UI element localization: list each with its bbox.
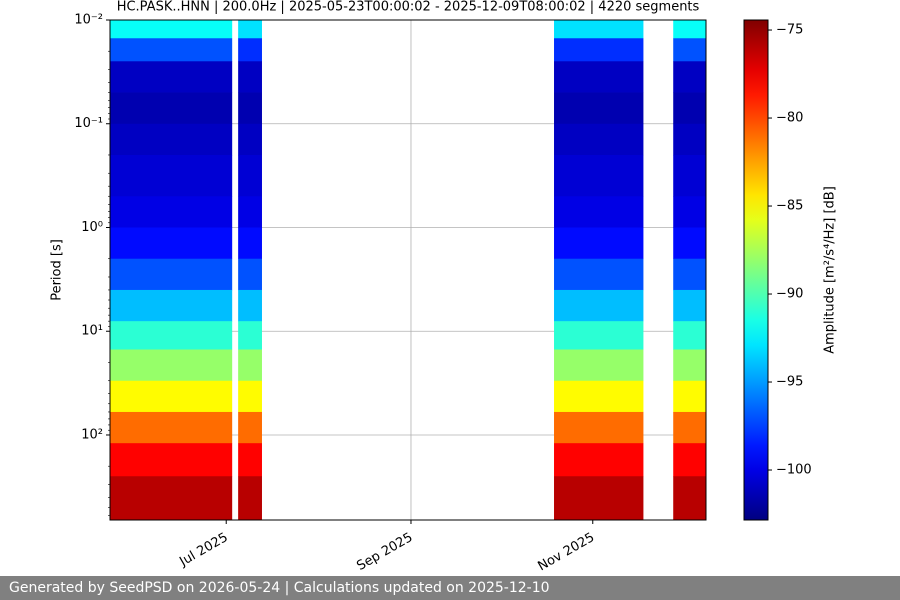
spectrogram-cell (554, 92, 644, 125)
spectrogram-cell (238, 349, 262, 382)
spectrogram-cell (110, 258, 233, 291)
spectrogram-cell (110, 411, 233, 444)
y-tick-label: 10⁻² (74, 13, 103, 28)
spectrogram-cell (673, 196, 706, 228)
colorbar-tick-label: −85 (776, 199, 803, 214)
spectrogram-cell (238, 411, 262, 444)
y-tick-label: 10⁻¹ (74, 116, 103, 131)
spectrogram-cell (110, 154, 233, 197)
chart: HC.PASK..HNN | 200.0Hz | 2025-05-23T00:0… (50, 0, 838, 574)
x-tick-label: Sep 2025 (354, 530, 415, 574)
spectrogram-cell (110, 289, 233, 322)
colorbar-tick-label: −95 (776, 375, 803, 390)
y-axis-label: Period [s] (50, 239, 65, 301)
spectrogram-cell (554, 61, 644, 93)
spectrogram-cell (554, 349, 644, 382)
spectrogram-cell (673, 92, 706, 125)
spectrogram-cell (554, 196, 644, 228)
spectrogram-cell (554, 289, 644, 322)
spectrogram-cell (110, 349, 233, 382)
colorbar-tick-label: −100 (776, 463, 812, 478)
spectrogram-cell (110, 196, 233, 228)
colorbar (743, 19, 769, 521)
spectrogram-cell (238, 61, 262, 93)
spectrogram-cell (673, 289, 706, 322)
spectrogram-cell (673, 20, 706, 39)
spectrogram-cell (673, 411, 706, 444)
spectrogram-cell (673, 476, 706, 521)
spectrogram-cell (673, 61, 706, 93)
plot-frame (109, 19, 707, 521)
spectrogram-cell (554, 321, 644, 350)
spectrogram-cell (238, 289, 262, 322)
spectrogram-cell (110, 123, 233, 156)
spectrogram-cell (110, 443, 233, 477)
x-tick-label: Jul 2025 (176, 530, 230, 570)
spectrogram-cell (110, 38, 233, 62)
spectrogram-cell (554, 411, 644, 444)
spectrogram-cell (554, 476, 644, 521)
spectrogram-cell (554, 258, 644, 291)
spectrogram-cell (554, 227, 644, 260)
y-tick-label: 10² (81, 427, 103, 442)
colorbar-tick-label: −80 (776, 111, 803, 126)
spectrogram-cell (673, 38, 706, 62)
spectrogram-cell (110, 380, 233, 413)
spectrogram-cell (673, 321, 706, 350)
spectrogram-cell (554, 443, 644, 477)
spectrogram-cell (238, 123, 262, 156)
spectrogram-cell (673, 227, 706, 260)
spectrogram-cell (238, 227, 262, 260)
spectrogram-cell (238, 476, 262, 521)
colorbar-tick-label: −90 (776, 287, 803, 302)
spectrogram-cell (238, 258, 262, 291)
spectrogram-cell (110, 227, 233, 260)
x-tick-label: Nov 2025 (535, 530, 597, 574)
spectrogram-cell (110, 61, 233, 93)
spectrogram-cell (238, 443, 262, 477)
y-tick-label: 10¹ (81, 324, 103, 339)
spectrogram-cell (673, 123, 706, 156)
spectrogram-cell (238, 321, 262, 350)
spectrogram-cell (554, 20, 644, 39)
footer: Generated by SeedPSD on 2026-05-24 | Cal… (0, 576, 900, 600)
spectrogram-cell (554, 123, 644, 156)
spectrogram-cell (554, 380, 644, 413)
spectrogram-cell (110, 476, 233, 521)
spectrogram-cell (673, 154, 706, 197)
spectrogram-cell (238, 20, 262, 39)
colorbar-label: Amplitude [m²/s⁴/Hz] [dB] (823, 186, 838, 354)
spectrogram-cell (238, 196, 262, 228)
spectrogram-cell (238, 154, 262, 197)
colorbar-tick-label: −75 (776, 23, 803, 38)
spectrogram-cell (673, 258, 706, 291)
y-tick-label: 10⁰ (81, 220, 103, 235)
spectrogram-cell (673, 443, 706, 477)
spectrogram-cell (554, 38, 644, 62)
spectrogram-cell (238, 380, 262, 413)
chart-title: HC.PASK..HNN | 200.0Hz | 2025-05-23T00:0… (117, 0, 700, 15)
spectrogram-cell (238, 38, 262, 62)
spectrogram-cell (673, 349, 706, 382)
spectrogram-cell (554, 154, 644, 197)
spectrogram (110, 20, 706, 521)
spectrogram-cell (673, 380, 706, 413)
spectrogram-cell (110, 321, 233, 350)
spectrogram-cell (110, 92, 233, 125)
spectrogram-cell (238, 92, 262, 125)
spectrogram-cell (110, 20, 233, 39)
